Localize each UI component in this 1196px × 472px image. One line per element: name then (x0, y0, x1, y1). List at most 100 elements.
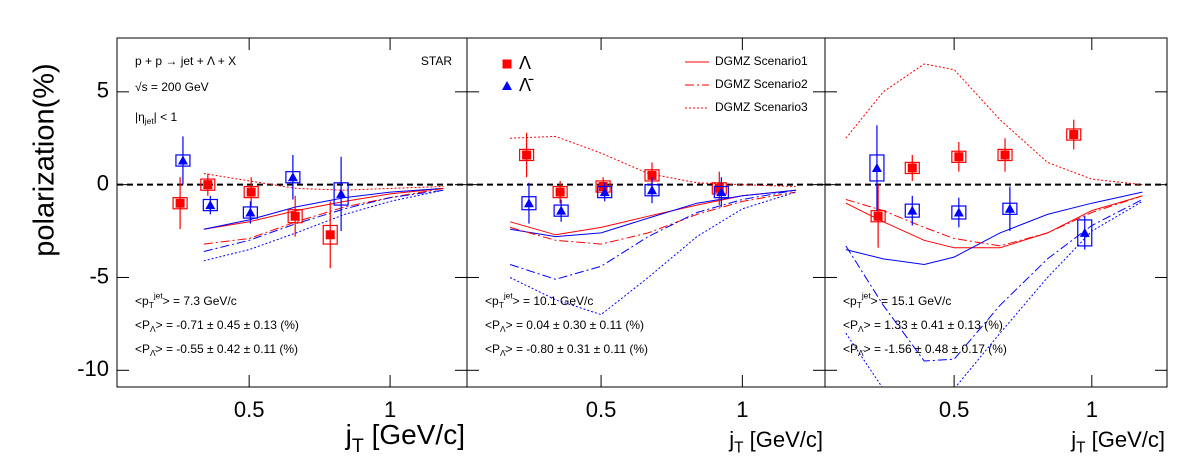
model-curve (845, 195, 1143, 249)
annotation-part: <p (485, 294, 499, 308)
y-tick-label: 5 (97, 78, 109, 103)
data-point (246, 187, 256, 197)
legend-marker (502, 59, 512, 69)
annotation: <PΛ̄> = -0.55 ± 0.42 ± 0.11 (%) (135, 342, 298, 358)
data-point (599, 187, 610, 197)
annotation-part: j (728, 427, 734, 452)
y-tick-label: 0 (97, 170, 109, 195)
x-axis-label: jT [GeV/c] (728, 427, 823, 457)
model-curve (510, 189, 796, 238)
annotation: <PΛ> = -0.71 ± 0.45 ± 0.13 (%) (135, 318, 299, 334)
annotation: <PΛ̄> = -0.80 ± 0.31 ± 0.11 (%) (485, 342, 648, 358)
annotation: <pTjet> = 10.1 GeV/c (485, 291, 593, 311)
annotation-part: j (1070, 427, 1076, 452)
data-point (287, 172, 298, 182)
annotation-part: √s = 200 GeV (135, 80, 209, 94)
legend-label: DGMZ Scenario3 (715, 100, 808, 114)
data-point (714, 183, 724, 193)
legend-label: Λ̄ (519, 75, 534, 95)
annotation-part: <p (843, 294, 857, 308)
annotation-part: <p (135, 294, 149, 308)
annotation-part: > = 15.1 GeV/c (871, 294, 952, 308)
legend-label: DGMZ Scenario1 (715, 54, 808, 68)
model-curve (203, 187, 444, 230)
model-curve (203, 189, 444, 252)
model-curve (203, 187, 444, 245)
annotation-part: Λ̄ (500, 348, 508, 358)
annotation: √s = 200 GeV (135, 80, 209, 94)
data-point (1069, 130, 1079, 140)
x-tick-label: 0.5 (234, 397, 265, 422)
data-point (954, 152, 964, 162)
annotation-part: > = -0.71 ± 0.45 ± 0.13 (%) (156, 318, 299, 332)
x-tick-label: 1 (1086, 397, 1098, 422)
annotation-part: Λ̄ (858, 348, 866, 358)
data-point (177, 155, 188, 165)
annotation-part: T (1076, 440, 1086, 457)
annotation: <PΛ> = 0.04 ± 0.30 ± 0.11 (%) (485, 318, 644, 334)
annotation-part: <P (485, 318, 500, 332)
data-point (205, 200, 216, 210)
data-point (953, 207, 964, 217)
annotation-part: jet (144, 116, 155, 126)
data-point (203, 180, 213, 190)
annotation-part: Λ (150, 324, 156, 334)
annotation-part: |η (135, 110, 145, 124)
annotation-part: [GeV/c] (364, 419, 465, 450)
annotation: <PΛ̄> = -1.56 ± 0.48 ± 0.17 (%) (843, 342, 1007, 358)
annotation-part: jet (861, 291, 872, 301)
annotation: p + p → jet + Λ + X (135, 54, 236, 68)
model-curve (845, 195, 1143, 247)
annotation-part: > = -1.56 ± 0.48 ± 0.17 (%) (864, 342, 1007, 356)
annotation-part: <P (485, 342, 500, 356)
data-point (325, 230, 335, 240)
plot-area (825, 63, 1167, 387)
annotation-part: T (499, 300, 504, 310)
annotation-part: Λ (858, 324, 864, 334)
x-axis-label: jT [GeV/c] (1070, 427, 1165, 457)
model-curve (845, 191, 1143, 266)
x-tick-label: 0.5 (939, 397, 970, 422)
x-tick-label: 0.5 (586, 397, 617, 422)
model-curve (203, 173, 444, 191)
data-point (1079, 227, 1090, 237)
annotation-part: [GeV/c] (744, 427, 823, 452)
annotation-part: > = 1.33 ± 0.41 ± 0.13 (%) (864, 318, 1003, 332)
legend-label: DGMZ Scenario2 (715, 77, 808, 91)
annotation-part: Λ (500, 324, 506, 334)
x-tick-label: 1 (384, 397, 396, 422)
annotation-part: T (857, 300, 862, 310)
plot-area (467, 132, 825, 316)
y-tick-label: -10 (77, 356, 109, 381)
data-point (523, 198, 534, 208)
model-curve (203, 187, 444, 230)
y-axis-label: polarization(%) (29, 63, 61, 256)
data-point (871, 162, 882, 172)
data-point (907, 205, 918, 215)
data-point (1004, 203, 1015, 213)
model-curve (509, 191, 796, 245)
annotation-part: > = -0.80 ± 0.31 ± 0.11 (%) (506, 342, 648, 356)
annotation-part: T (734, 440, 744, 457)
annotation-part: > = 10.1 GeV/c (513, 294, 594, 308)
annotation-part: Λ̄ (150, 348, 158, 358)
annotation: |ηjet| < 1 (135, 110, 177, 126)
annotation-part: > = 0.04 ± 0.30 ± 0.11 (%) (506, 318, 644, 332)
model-curve (203, 189, 444, 262)
annotation-part: j (345, 419, 352, 450)
data-point (290, 211, 300, 221)
x-axis-label: jT [GeV/c] (345, 419, 465, 457)
x-tick-label: 1 (736, 397, 748, 422)
annotation: <PΛ> = 1.33 ± 0.41 ± 0.13 (%) (843, 318, 1003, 334)
annotation-part: <P (135, 342, 150, 356)
annotation: <pTjet> = 7.3 GeV/c (135, 291, 237, 311)
annotation-part: T (149, 300, 154, 310)
data-point (873, 211, 883, 221)
annotation-part: jet (503, 291, 514, 301)
data-point (522, 150, 532, 160)
data-point (555, 187, 565, 197)
model-curve (509, 189, 796, 280)
plot-area (117, 136, 467, 269)
data-point (647, 185, 658, 195)
